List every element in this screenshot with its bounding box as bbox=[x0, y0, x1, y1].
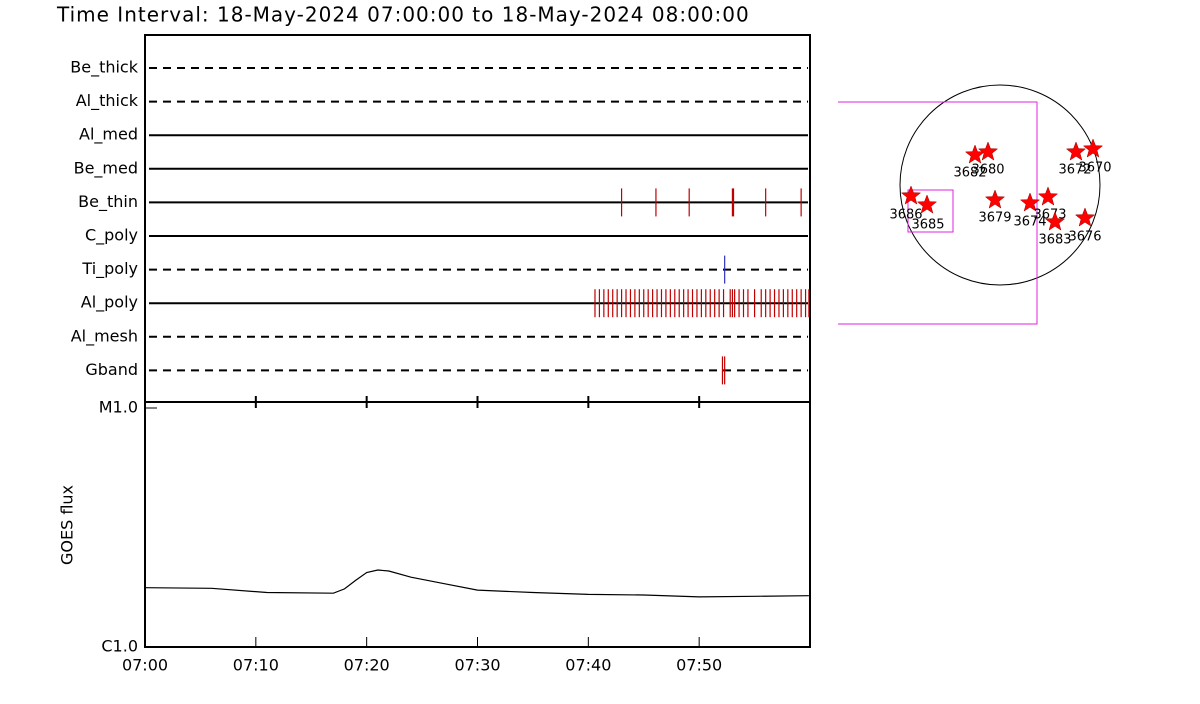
title: Time Interval: 18-May-2024 07:00:00 to 1… bbox=[56, 3, 750, 27]
filter-label: Al_thick bbox=[76, 91, 139, 111]
region-label: 3680 bbox=[971, 163, 1004, 178]
region-star bbox=[1019, 192, 1041, 212]
region-label: 3686 bbox=[889, 208, 922, 223]
region-label: 3672 bbox=[1058, 163, 1091, 178]
x-tick-label: 07:30 bbox=[454, 656, 500, 675]
region-label: 3676 bbox=[1068, 230, 1101, 245]
region-star bbox=[1065, 141, 1087, 161]
region-label: 3674 bbox=[1013, 215, 1046, 230]
filter-label: Gband bbox=[85, 360, 138, 379]
region-label: 3679 bbox=[978, 211, 1011, 226]
filter-frame bbox=[144, 34, 811, 403]
goes-frame bbox=[144, 401, 811, 648]
region-star bbox=[1044, 211, 1066, 231]
filter-label: Al_mesh bbox=[71, 326, 138, 346]
filter-label: Al_poly bbox=[81, 293, 138, 313]
fov-small bbox=[907, 189, 954, 233]
goes-curve bbox=[144, 569, 809, 598]
solar-disk bbox=[899, 84, 1101, 286]
y-tick-label: C1.0 bbox=[101, 637, 138, 656]
filter-label: Be_thick bbox=[70, 58, 138, 78]
x-tick-label: 07:40 bbox=[565, 656, 611, 675]
filter-label: C_poly bbox=[85, 226, 138, 246]
y-label: GOES flux bbox=[58, 485, 77, 565]
region-star bbox=[964, 144, 986, 164]
region-star bbox=[1074, 207, 1096, 227]
region-label: 3682 bbox=[953, 166, 986, 181]
x-tick-label: 07:50 bbox=[676, 656, 722, 675]
x-tick-label: 07:20 bbox=[344, 656, 390, 675]
region-label: 3670 bbox=[1078, 161, 1111, 176]
region-star bbox=[984, 189, 1006, 209]
region-star bbox=[1037, 186, 1059, 206]
filter-label: Al_med bbox=[79, 125, 138, 145]
x-tick-label: 07:00 bbox=[122, 656, 168, 675]
region-star bbox=[916, 194, 938, 214]
fov-box bbox=[838, 101, 1038, 325]
y-tick-label: M1.0 bbox=[99, 398, 138, 417]
filter-label: Be_thin bbox=[78, 192, 138, 212]
filter-label: Be_med bbox=[74, 158, 138, 178]
region-star bbox=[977, 141, 999, 161]
region-label: 3683 bbox=[1038, 233, 1071, 248]
region-star bbox=[1082, 138, 1104, 158]
filter-label: Ti_poly bbox=[81, 259, 138, 279]
region-label: 3685 bbox=[911, 218, 944, 233]
x-tick-label: 07:10 bbox=[233, 656, 279, 675]
region-star bbox=[900, 185, 922, 205]
